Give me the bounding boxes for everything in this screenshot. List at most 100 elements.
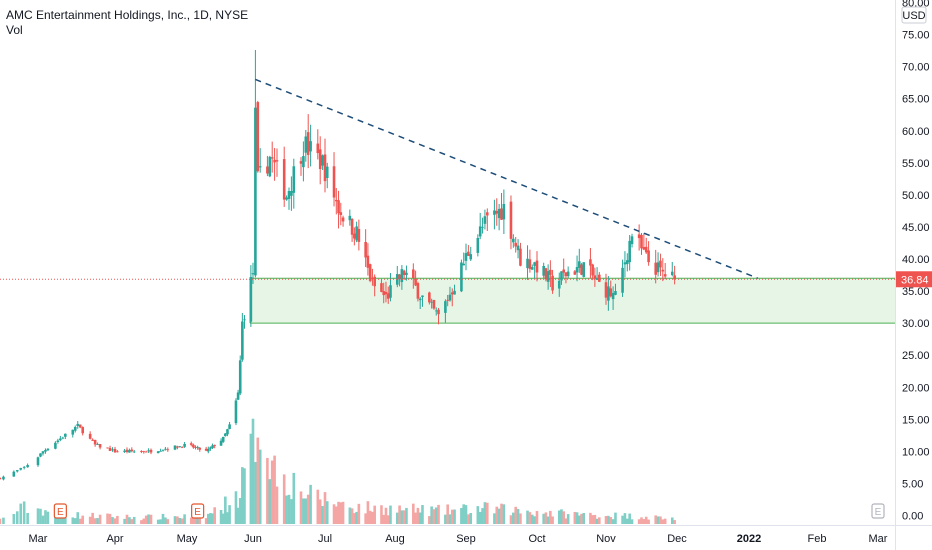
currency-badge[interactable]: USD: [901, 6, 927, 24]
candle: [189, 441, 193, 447]
volume-bar: [575, 512, 579, 524]
candle: [395, 265, 399, 288]
volume-bar: [39, 508, 42, 524]
candle: [0, 477, 2, 480]
candle: [476, 234, 480, 257]
volume-bar: [502, 504, 506, 524]
candle: [453, 284, 456, 295]
trendline[interactable]: [255, 78, 759, 279]
y-tick-label: 40.00: [902, 254, 930, 266]
candle: [637, 224, 641, 251]
y-tick-label: 65.00: [902, 94, 930, 106]
volume-bar: [46, 511, 50, 524]
volume-bar: [213, 507, 216, 524]
volume-bar: [256, 437, 260, 524]
candle: [659, 253, 662, 276]
volume-bar: [290, 499, 293, 524]
candle: [546, 264, 550, 290]
candle: [414, 270, 417, 287]
volume-bar: [476, 506, 480, 524]
candle: [611, 286, 615, 310]
volume-bar: [434, 507, 438, 524]
volume-bar: [125, 514, 129, 524]
volume-bar: [642, 519, 646, 524]
volume-bar: [0, 518, 2, 524]
volume-bar: [88, 516, 92, 524]
volume-bar: [273, 455, 276, 524]
volume-bar: [287, 494, 291, 524]
y-tick-label: 45.00: [902, 222, 930, 234]
earnings-marker[interactable]: E: [191, 503, 205, 519]
volume-bar: [144, 515, 148, 524]
volume-bar: [564, 518, 568, 524]
volume-bar: [192, 515, 195, 524]
candle: [566, 266, 570, 279]
candle: [304, 129, 308, 162]
volume-bar: [323, 492, 327, 524]
candle: [180, 446, 184, 449]
candle: [623, 251, 627, 278]
volume-bar: [221, 513, 225, 524]
volume-bar: [582, 512, 586, 524]
candle: [219, 438, 223, 446]
volume-bar: [656, 516, 660, 524]
volume-bar: [640, 517, 643, 524]
volume-bar: [357, 503, 361, 524]
candle: [400, 265, 404, 290]
volume-bar: [364, 513, 367, 524]
volume-bar: [96, 518, 99, 524]
candle: [428, 291, 431, 305]
candle: [22, 465, 26, 470]
candle: [621, 259, 624, 297]
volume-bar: [530, 514, 534, 524]
candle: [196, 445, 199, 450]
candle: [123, 448, 126, 453]
volume-bar: [663, 518, 667, 524]
volume-bar: [194, 514, 197, 524]
candle: [41, 450, 45, 456]
volume-bar: [647, 519, 650, 524]
candle: [198, 446, 202, 452]
candle: [111, 447, 114, 452]
candle: [654, 249, 657, 284]
y-tick-label: 15.00: [902, 414, 930, 426]
candle: [542, 262, 545, 278]
earnings-marker[interactable]: E: [53, 503, 67, 519]
candle: [469, 246, 473, 262]
volume-bar: [500, 503, 503, 524]
volume-bar: [106, 513, 109, 524]
support-zone: [250, 278, 895, 324]
earnings-marker[interactable]: E: [871, 503, 885, 519]
volume-bar: [123, 518, 126, 524]
candle: [316, 129, 320, 160]
candle: [106, 447, 109, 449]
volume-bar: [673, 520, 676, 524]
earnings-marker-label: E: [875, 507, 882, 518]
candle: [306, 114, 310, 169]
chart-header: AMC Entertainment Holdings, Inc., 1D, NY…: [6, 8, 248, 38]
volume-bar: [398, 505, 401, 524]
volume-bar: [243, 468, 246, 524]
volume-bar: [337, 501, 340, 524]
volume-bar: [178, 517, 182, 524]
candle: [166, 447, 170, 452]
candle: [663, 263, 667, 280]
candle: [46, 448, 50, 452]
candle: [533, 261, 536, 279]
volume-bar: [453, 509, 456, 524]
volume-bar: [380, 505, 383, 524]
volume-bar: [589, 512, 592, 524]
volume-bar: [211, 513, 214, 524]
candle: [355, 221, 358, 243]
volume-bar: [577, 515, 581, 524]
candle: [332, 152, 336, 207]
candle: [486, 208, 489, 232]
volume-bar: [437, 504, 440, 524]
candle: [495, 198, 499, 226]
candle: [194, 445, 197, 450]
volume-bar: [2, 517, 5, 524]
volume-bar: [140, 520, 143, 524]
candle: [243, 315, 246, 329]
volume-bar: [12, 513, 16, 524]
